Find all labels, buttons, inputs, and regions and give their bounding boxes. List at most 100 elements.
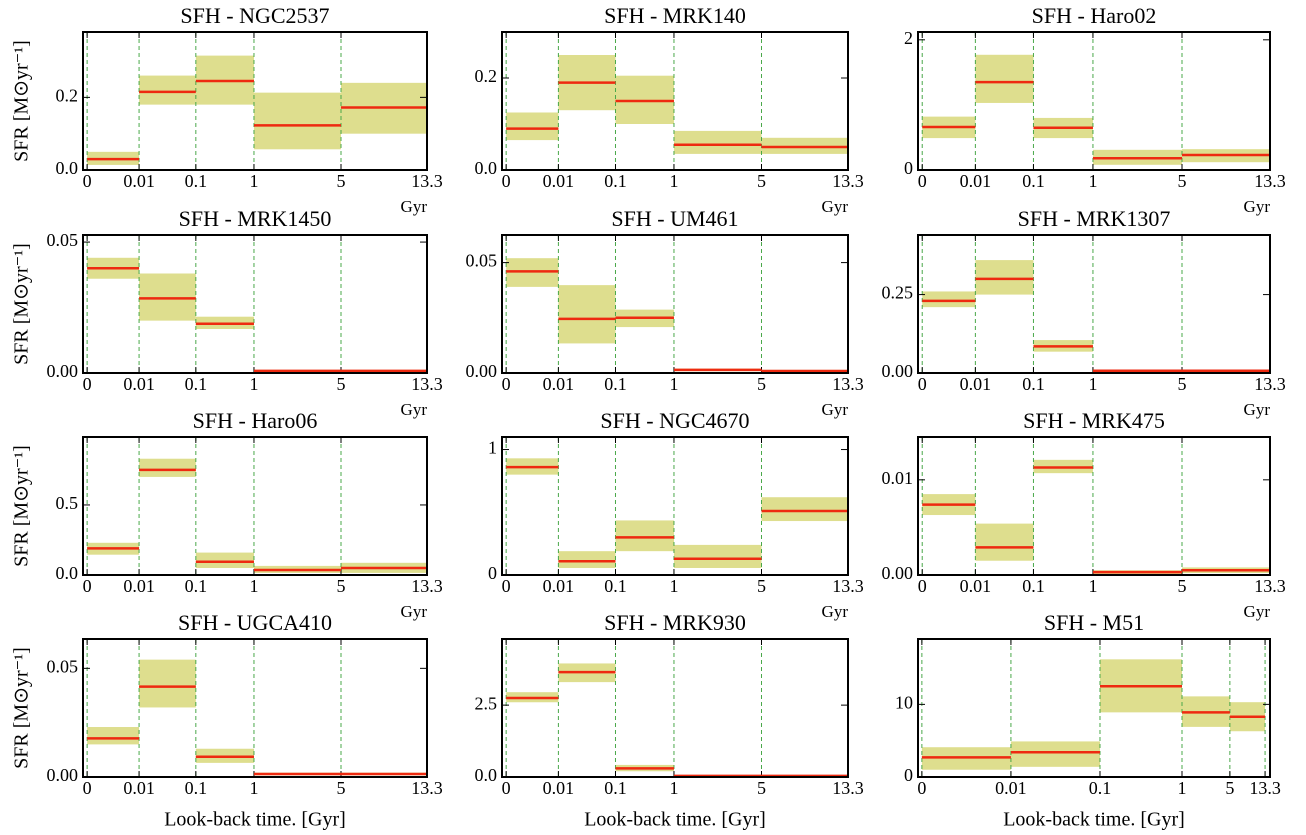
x-tick-label: 0.1 bbox=[604, 374, 627, 394]
panel-title: SFH - Haro02 bbox=[1032, 3, 1157, 28]
error-band bbox=[975, 523, 1034, 561]
y-tick-label: 0 bbox=[904, 765, 913, 785]
axes-frame bbox=[917, 234, 1271, 374]
x-tick-label: 0.01 bbox=[543, 576, 575, 596]
axes-frame bbox=[501, 436, 849, 576]
panel-title: SFH - MRK475 bbox=[1023, 408, 1165, 433]
error-band bbox=[139, 75, 196, 105]
x-tick-label: 0.01 bbox=[960, 374, 992, 394]
panel: 0 0.01 0.1 1 5 13.3 0.0 0.2 SFH - MRK140 Gyr bbox=[475, 3, 864, 216]
x-tick-label: 0.01 bbox=[543, 171, 575, 191]
panel-title: SFH - MRK930 bbox=[604, 610, 746, 635]
x-tick-label: 13.3 bbox=[1254, 171, 1286, 191]
y-tick-label: 0.00 bbox=[882, 361, 914, 381]
x-tick-label: 1 bbox=[249, 576, 258, 596]
error-band bbox=[195, 552, 254, 568]
x-tick-label: 0.1 bbox=[604, 576, 627, 596]
x-tick-label: 0.1 bbox=[185, 171, 208, 191]
axes-frame bbox=[82, 31, 428, 171]
y-tick-label: 0.01 bbox=[882, 468, 914, 488]
x-tick-label: 13.3 bbox=[411, 576, 443, 596]
error-band bbox=[506, 112, 559, 141]
x-axis-label: Look-back time. [Gyr] bbox=[164, 809, 346, 831]
y-tick-label: 2.5 bbox=[475, 693, 498, 713]
y-tick-label: 0.05 bbox=[47, 656, 79, 676]
error-band bbox=[139, 659, 196, 708]
x-tick-label: 0.01 bbox=[123, 778, 155, 798]
error-band bbox=[87, 727, 140, 745]
axes-frame bbox=[82, 638, 428, 778]
x-tick-label: 0 bbox=[918, 576, 927, 596]
y-tick-label: 0.05 bbox=[47, 230, 79, 250]
x-tick-label: 0 bbox=[502, 576, 511, 596]
x-tick-label: 13.3 bbox=[411, 374, 443, 394]
y-tick-label: 0.00 bbox=[466, 361, 498, 381]
panel-title: SFH - UM461 bbox=[611, 206, 738, 231]
x-tick-label: 5 bbox=[1178, 374, 1187, 394]
error-band bbox=[139, 273, 196, 321]
panel-title: SFH - NGC4670 bbox=[600, 408, 749, 433]
x-tick-label: 0 bbox=[917, 778, 926, 798]
x-tick-label: 0 bbox=[918, 374, 927, 394]
error-band bbox=[139, 458, 196, 477]
x-tick-label: 0.1 bbox=[1089, 778, 1112, 798]
axes-frame bbox=[917, 436, 1271, 576]
x-tick-label: 5 bbox=[1178, 171, 1187, 191]
x-tick-label: 0.1 bbox=[1022, 171, 1045, 191]
x-unit: Gyr bbox=[822, 400, 849, 419]
error-band bbox=[615, 520, 674, 552]
panel-title: SFH - Haro06 bbox=[193, 408, 318, 433]
x-tick-label: 5 bbox=[757, 374, 766, 394]
x-tick-label: 0.1 bbox=[185, 576, 208, 596]
x-tick-label: 0 bbox=[502, 171, 511, 191]
y-tick-label: 0.0 bbox=[56, 158, 79, 178]
y-tick-label: 0.5 bbox=[56, 493, 79, 513]
error-band bbox=[975, 54, 1034, 103]
y-tick-label: 0.2 bbox=[56, 85, 79, 105]
x-tick-label: 1 bbox=[249, 778, 258, 798]
x-tick-label: 5 bbox=[337, 171, 346, 191]
x-tick-label: 0 bbox=[83, 576, 92, 596]
x-tick-label: 13.3 bbox=[411, 778, 443, 798]
x-tick-label: 0.01 bbox=[543, 778, 575, 798]
x-tick-label: 13.3 bbox=[832, 778, 864, 798]
y-tick-label: 0.00 bbox=[47, 765, 79, 785]
axes-frame bbox=[501, 234, 849, 374]
axes-frame bbox=[501, 31, 849, 171]
x-tick-label: 1 bbox=[669, 576, 678, 596]
panel: 0 0.01 0.1 1 5 13.3 0 1 SFH - NGC4670 Gyr bbox=[488, 408, 864, 621]
y-axis-label: SFR [M⊙yr⁻¹] bbox=[11, 40, 33, 162]
x-tick-label: 5 bbox=[1225, 778, 1234, 798]
panel-title: SFH - MRK140 bbox=[604, 3, 746, 28]
y-axis-label: SFR [M⊙yr⁻¹] bbox=[11, 647, 33, 769]
axes-frame bbox=[82, 436, 428, 576]
y-tick-label: 0.2 bbox=[475, 66, 498, 86]
x-tick-label: 5 bbox=[337, 778, 346, 798]
x-tick-label: 0.01 bbox=[123, 374, 155, 394]
panel: 0 0.01 0.1 1 5 13.3 0.00 0.25 SFH - MRK1307 Gyr bbox=[882, 206, 1286, 419]
y-tick-label: 0.05 bbox=[466, 251, 498, 271]
x-tick-label: 5 bbox=[757, 171, 766, 191]
x-tick-label: 5 bbox=[337, 374, 346, 394]
x-tick-label: 13.3 bbox=[832, 171, 864, 191]
x-unit: Gyr bbox=[401, 400, 428, 419]
x-tick-label: 0 bbox=[83, 171, 92, 191]
x-tick-label: 1 bbox=[669, 374, 678, 394]
panel: 0 0.01 0.1 1 5 13.3 0.00 0.01 SFH - MRK475 Gyr bbox=[882, 408, 1286, 621]
panel: 0 0.01 0.1 1 5 13.3 0.0 0.2 SFH - NGC2537 Gyr SFR … bbox=[11, 3, 443, 216]
x-tick-label: 13.3 bbox=[1254, 576, 1286, 596]
error-band bbox=[673, 130, 762, 154]
y-tick-label: 0.0 bbox=[475, 158, 498, 178]
x-tick-label: 13.3 bbox=[411, 171, 443, 191]
x-tick-label: 0.1 bbox=[185, 374, 208, 394]
axes-frame bbox=[917, 31, 1271, 171]
x-unit: Gyr bbox=[1244, 197, 1271, 216]
y-tick-label: 0.0 bbox=[475, 765, 498, 785]
x-tick-label: 13.3 bbox=[832, 576, 864, 596]
panel-title: SFH - MRK1450 bbox=[179, 206, 332, 231]
x-tick-label: 1 bbox=[249, 171, 258, 191]
x-tick-label: 5 bbox=[1178, 576, 1187, 596]
x-unit: Gyr bbox=[401, 602, 428, 621]
panel: 0 0.01 0.1 1 5 13.3 0 2 SFH - Haro02 Gyr bbox=[904, 3, 1286, 216]
